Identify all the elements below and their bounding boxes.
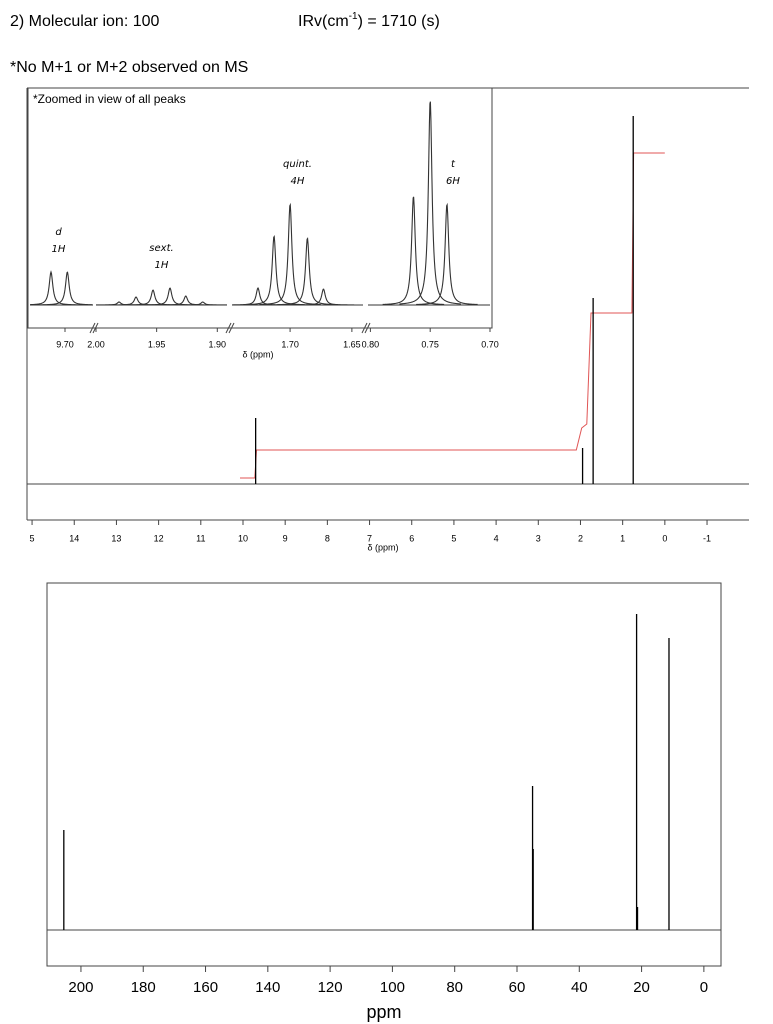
ir-suffix: ) = 1710 (s) <box>358 13 440 30</box>
x-tick-label: 120 <box>318 979 343 996</box>
x-tick-label: 60 <box>509 979 526 996</box>
x-tick-label: 40 <box>571 979 588 996</box>
x-tick-label: 1.70 <box>281 339 299 349</box>
x-tick-label: 0.80 <box>362 339 380 349</box>
ir-data: IRv(cm-1) = 1710 (s) <box>298 11 440 31</box>
x-tick-label: 10 <box>238 533 248 543</box>
ms-note: *No M+1 or M+2 observed on MS <box>10 59 248 76</box>
x-tick-label: 180 <box>131 979 156 996</box>
peak <box>276 237 339 306</box>
x-tick-label: 4 <box>494 533 499 543</box>
peak <box>29 270 82 306</box>
x-tick-label: 20 <box>633 979 650 996</box>
x-tick-label: 5 <box>451 533 456 543</box>
x-tick-label: 200 <box>68 979 93 996</box>
x-tick-label: 3 <box>536 533 541 543</box>
multiplicity-label: quint. <box>283 159 312 170</box>
peak <box>259 202 321 306</box>
x-tick-label: 6 <box>409 533 414 543</box>
x-tick-label: 7 <box>367 533 372 543</box>
x-axis-label: ppm <box>366 1002 401 1022</box>
inset-frame <box>27 87 493 329</box>
multiplicity-label: d <box>55 227 62 238</box>
x-tick-label: 9.70 <box>56 339 74 349</box>
axis-break <box>228 322 235 334</box>
inset-title: *Zoomed in view of all peaks <box>33 92 186 106</box>
x-tick-label: 140 <box>255 979 280 996</box>
peak <box>399 101 461 305</box>
ir-prefix: IRv(cm <box>298 13 349 30</box>
molecular-ion: 2) Molecular ion: 100 <box>10 13 160 30</box>
x-tick-label: 14 <box>69 533 79 543</box>
x-tick-label: 80 <box>446 979 463 996</box>
peak <box>292 288 355 306</box>
zoom-inset: *Zoomed in view of all peaks 9.70 d 1H 2.00 1… <box>27 87 499 359</box>
multiplicity-label: sext. <box>149 243 173 254</box>
x-tick-label: 2 <box>578 533 583 543</box>
multiplicity-label: 6H <box>446 176 460 187</box>
x-tick-label: 0.75 <box>421 339 439 349</box>
x-tick-label: 9 <box>283 533 288 543</box>
peak <box>154 295 217 306</box>
x-tick-label: 1 <box>620 533 625 543</box>
axis-break <box>225 322 232 334</box>
x-tick-label: 2.00 <box>87 339 105 349</box>
x-tick-label: 13 <box>111 533 121 543</box>
axis-break <box>361 322 368 334</box>
x-tick-label: 1.90 <box>209 339 227 349</box>
x-axis-label: δ (ppm) <box>367 542 398 552</box>
x-tick-label: -1 <box>703 533 711 543</box>
x-tick-label: 12 <box>154 533 164 543</box>
axis-break <box>364 322 371 334</box>
multiplicity-label: 1H <box>52 244 66 255</box>
x-axis-label: δ (ppm) <box>242 349 273 359</box>
x-tick-label: 100 <box>380 979 405 996</box>
peak <box>171 301 227 306</box>
peak <box>416 202 478 306</box>
x-tick-label: 5 <box>30 533 35 543</box>
ir-superscript: -1 <box>349 11 358 22</box>
peak <box>36 271 93 306</box>
peak <box>382 196 445 305</box>
spectrum-chart: 5 14 13 12 11 10 9 8 7 6 5 4 3 2 1 0 -1δ (ppm) <box>26 87 749 552</box>
plot-frame <box>46 582 722 967</box>
x-tick-label: 8 <box>325 533 330 543</box>
multiplicity-label: 4H <box>291 176 305 187</box>
multiplicity-label: t <box>451 159 456 170</box>
x-tick-label: 11 <box>196 533 205 543</box>
multiplicity-label: 1H <box>155 260 169 271</box>
x-tick-label: 0.70 <box>481 339 499 349</box>
x-tick-label: 1.65 <box>343 339 361 349</box>
x-tick-label: 0 <box>662 533 667 543</box>
x-tick-label: 1.95 <box>148 339 166 349</box>
x-tick-label: 0 <box>700 979 708 996</box>
x-tick-label: 160 <box>193 979 218 996</box>
axis-break <box>89 322 96 334</box>
peak <box>243 235 305 306</box>
